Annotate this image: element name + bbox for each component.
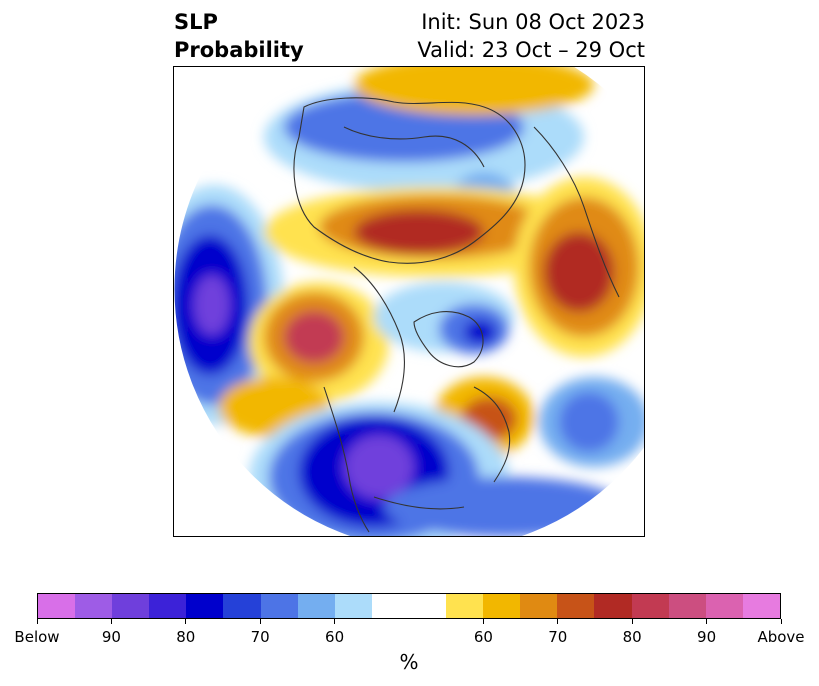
polar-map-svg [174,67,644,536]
colorbar-tick-label: Below [14,628,60,646]
colorbar-tick-mark [631,619,633,624]
anomaly-above-eurasia-80 [354,210,484,254]
colorbar-tick-mark [482,619,484,624]
init-date: Init: Sun 08 Oct 2023 [421,10,645,34]
colorbar-tick-mark [780,619,782,624]
anomaly-below-greenland-core [464,320,496,344]
colorbar-label: % [399,650,419,674]
anomaly-below-south-east [384,477,624,536]
anomaly-below-namerica-core [344,435,414,499]
colorbar-segment [75,594,113,618]
colorbar-segment [483,594,521,618]
anomaly-above-europe-core [544,232,614,312]
anomaly-below-atlantic-70 [559,392,619,452]
anomaly-below-pacific-core [194,275,230,335]
colorbar-tick-label: 80 [176,628,196,646]
colorbar-tick-mark [185,619,187,624]
colorbar-segment [705,594,743,618]
coastlines [293,97,620,533]
colorbar-tick-mark [259,619,261,624]
colorbar [37,593,781,619]
colorbar-tick-label: Above [757,628,805,646]
colorbar-segment [260,594,298,618]
colorbar-segment [186,594,224,618]
colorbar-tick-mark [334,619,336,624]
colorbar-segment [408,594,447,618]
colorbar-segment [668,594,706,618]
colorbar-segment [371,594,409,618]
map-title-right: Init: Sun 08 Oct 2023 Valid: 23 Oct – 29… [417,8,645,64]
colorbar-tick-label: 60 [473,628,493,646]
colorbar-segment [446,594,484,618]
colorbar-tick-label: 70 [250,628,270,646]
colorbar-segment [520,594,558,618]
colorbar-tick-mark [557,619,559,624]
anomaly-above-top [354,67,594,115]
valid-range: Valid: 23 Oct – 29 Oct [417,38,645,62]
colorbar-segment [38,594,76,618]
colorbar-tick-label: 60 [325,628,345,646]
colorbar-tick-label: 70 [548,628,568,646]
probability-map [173,66,645,537]
colorbar-tick-mark [36,619,38,624]
colorbar-segment [223,594,261,618]
colorbar-segment [557,594,595,618]
colorbar-segment [149,594,187,618]
colorbar-tick-mark [110,619,112,624]
colorbar-tick-label: 90 [101,628,121,646]
colorbar-segment [594,594,632,618]
colorbar-segment [112,594,150,618]
map-title-left: SLP Probability [174,8,304,64]
title-quantity: Probability [174,38,304,62]
colorbar-tick-mark [706,619,708,624]
colorbar-segment [334,594,372,618]
title-variable: SLP [174,10,218,34]
colorbar-segment [631,594,669,618]
colorbar-tick-label: 90 [697,628,717,646]
anomaly-above-nwpacific-core [284,311,344,363]
colorbar-segment [297,594,335,618]
colorbar-tick-label: 80 [622,628,642,646]
colorbar-segment [742,594,780,618]
